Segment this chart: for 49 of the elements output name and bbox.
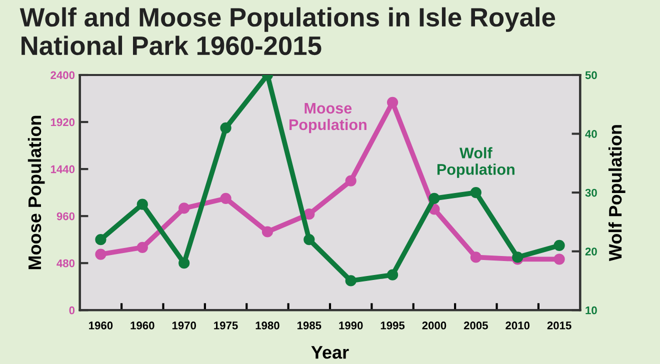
point — [554, 240, 565, 252]
y-tick-label: 960 — [56, 212, 75, 220]
point — [136, 242, 148, 253]
point — [345, 175, 356, 186]
y-tick-label: 0 — [69, 306, 75, 314]
y2-tick-label: 30 — [585, 188, 597, 197]
y-tick-label: 2400 — [50, 71, 75, 80]
x-tick-label: 1975 — [214, 322, 238, 330]
point — [386, 269, 398, 280]
point — [178, 258, 190, 269]
point — [95, 234, 106, 246]
series-label: Wolf Population — [437, 147, 514, 178]
y2-tick-label: 20 — [585, 248, 597, 256]
point — [304, 208, 315, 220]
point — [220, 192, 232, 204]
x-tick-label: 1980 — [256, 322, 280, 330]
y2-tick-label: 50 — [585, 71, 597, 80]
x-tick-label: 2005 — [464, 322, 488, 330]
x-tick-label: 1960 — [130, 322, 154, 330]
point — [470, 187, 482, 198]
y2-tick-label: 40 — [585, 130, 597, 138]
point — [220, 122, 232, 134]
chart-title: Wolf and Moose Populations in Isle Royale National Park 1960-2015 — [20, 7, 556, 56]
y2-tick-label: 10 — [586, 306, 597, 314]
point — [178, 202, 190, 214]
y-tick-label: 1920 — [50, 118, 75, 126]
point — [470, 252, 482, 263]
point — [136, 198, 148, 210]
x-tick-label: 2015 — [547, 322, 572, 330]
x-tick-label: 2010 — [506, 322, 530, 330]
point — [262, 226, 274, 238]
x-tick-label: 1990 — [339, 322, 363, 330]
y2-axis-title: Wolf Population — [608, 125, 626, 262]
y-tick-label: 1440 — [50, 165, 75, 174]
x-tick-label: 2000 — [422, 322, 446, 330]
y-axis-title: Moose Population — [28, 116, 45, 270]
x-axis-title: Year — [311, 346, 349, 359]
x-tick-label: 1960 — [89, 322, 113, 330]
point — [428, 192, 440, 204]
point — [345, 275, 356, 286]
x-tick-label: 1970 — [172, 322, 196, 330]
x-tick-label: 1995 — [380, 322, 405, 330]
y-tick-label: 480 — [56, 259, 75, 268]
point — [554, 254, 565, 265]
series-label: Moose Population — [289, 102, 366, 134]
point — [304, 234, 315, 246]
point — [386, 96, 398, 108]
x-tick-label: 1985 — [297, 322, 322, 330]
point — [95, 248, 106, 260]
